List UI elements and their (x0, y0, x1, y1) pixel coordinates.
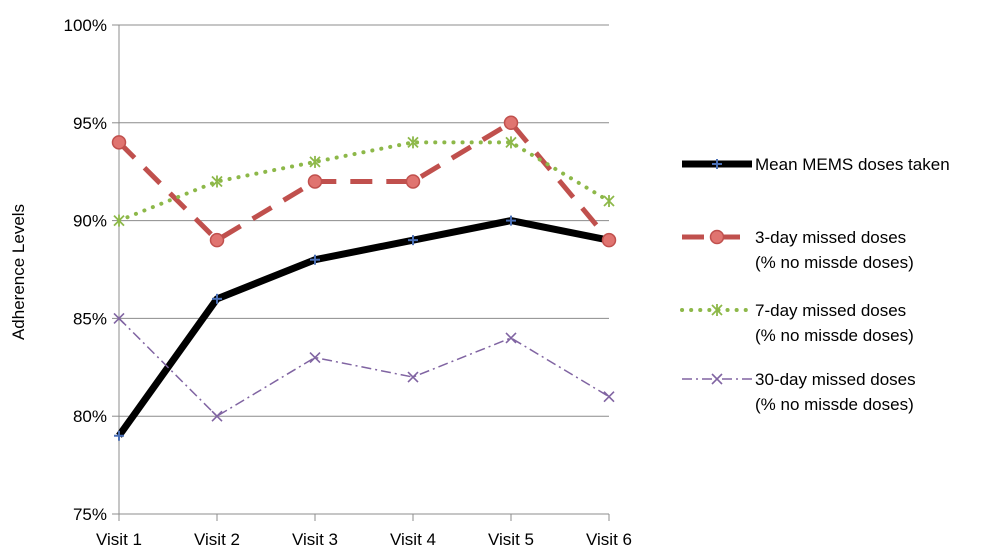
data-point-2 (601, 232, 617, 248)
axes (112, 24, 610, 521)
data-point-2 (209, 232, 225, 248)
legend-item-4: 30-day missed doses (% no missde doses) (682, 370, 916, 414)
y-tick-label: 85% (73, 309, 107, 328)
data-point-4 (505, 332, 517, 344)
data-point-3 (211, 175, 223, 188)
gridlines (119, 24, 609, 515)
legend-marker (712, 159, 722, 169)
data-point-4 (309, 351, 321, 364)
x-tick-label: Visit 1 (96, 530, 142, 549)
legend: Mean MEMS doses taken 3-day missed doses (… (680, 155, 950, 414)
x-tick-label: Visit 3 (292, 530, 338, 549)
legend-label: (% no missde doses) (755, 326, 914, 345)
legend-item-2: 3-day missed doses (% no missde doses) (682, 228, 914, 272)
series-line-3 (117, 140, 611, 223)
data-point-1 (212, 293, 222, 304)
legend-label: 7-day missed doses (755, 301, 906, 320)
legend-marker (709, 229, 725, 245)
series-line-1 (116, 217, 610, 438)
legend-marker (711, 304, 723, 316)
data-point-4 (603, 391, 615, 403)
legend-label: (% no missde doses) (755, 395, 914, 414)
data-point-3 (505, 136, 517, 149)
x-tick-label: Visit 5 (488, 530, 534, 549)
data-point-2 (405, 174, 421, 189)
legend-label: Mean MEMS doses taken (755, 155, 950, 174)
series (111, 115, 617, 441)
y-tick-label: 95% (73, 114, 107, 133)
data-point-3 (113, 214, 125, 227)
y-tick-label: 100% (64, 16, 107, 35)
x-tick-label: Visit 6 (586, 530, 632, 549)
legend-item-3: 7-day missed doses (% no missde doses) (680, 301, 914, 345)
tick-labels: 75% 80% 85% 90% 95% 100% Visit 1 Visit 2 Visit 3… (64, 16, 632, 549)
data-point-3 (309, 155, 321, 168)
data-point-3 (603, 195, 615, 208)
x-tick-label: Visit 2 (194, 530, 240, 549)
data-point-2 (503, 115, 519, 131)
x-tick-label: Visit 4 (390, 530, 436, 549)
data-point-1 (408, 235, 418, 246)
data-point-4 (211, 410, 223, 422)
series-line-2 (117, 120, 611, 243)
legend-label: (% no missde doses) (755, 253, 914, 272)
y-tick-label: 80% (73, 407, 107, 426)
data-point-2 (111, 135, 127, 150)
data-point-1 (310, 254, 320, 265)
data-point-4 (113, 312, 125, 324)
data-point-4 (407, 371, 419, 383)
data-point-1 (506, 215, 516, 226)
legend-label: 3-day missed doses (755, 228, 906, 247)
data-point-1 (114, 430, 124, 441)
legend-marker (711, 373, 723, 385)
series-line-4 (118, 317, 610, 417)
data-point-2 (307, 174, 323, 189)
y-tick-label: 90% (73, 212, 107, 231)
data-point-3 (407, 136, 419, 149)
legend-label: 30-day missed doses (755, 370, 916, 389)
legend-item-1: Mean MEMS doses taken (682, 155, 950, 174)
y-axis-title: Adherence Levels (9, 204, 28, 340)
y-tick-label: 75% (73, 505, 107, 524)
